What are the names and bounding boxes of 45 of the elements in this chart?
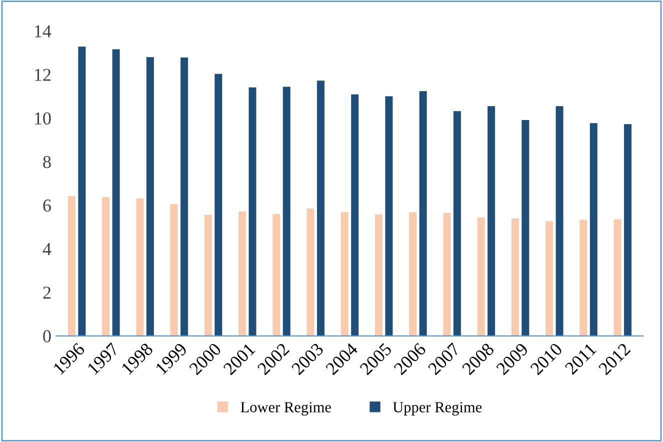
bar bbox=[170, 204, 178, 336]
bar bbox=[282, 86, 290, 336]
y-tick-label: 8 bbox=[43, 156, 51, 168]
bar bbox=[443, 213, 451, 336]
bar bbox=[385, 96, 393, 336]
bar bbox=[546, 221, 554, 336]
bar bbox=[409, 212, 417, 336]
bar bbox=[316, 80, 324, 336]
bar bbox=[306, 208, 314, 336]
bar bbox=[102, 197, 110, 336]
bar bbox=[614, 219, 622, 336]
bar bbox=[136, 198, 144, 336]
bar bbox=[146, 57, 154, 336]
bar bbox=[112, 49, 120, 336]
bar bbox=[204, 214, 212, 336]
y-tick-label: 12 bbox=[35, 68, 50, 81]
x-tick-label: 2011 bbox=[564, 342, 597, 375]
y-tick-label: 0 bbox=[43, 330, 51, 342]
bar bbox=[238, 212, 246, 336]
bar bbox=[511, 218, 519, 336]
bar bbox=[488, 106, 496, 336]
bar bbox=[272, 214, 280, 336]
bar bbox=[624, 124, 632, 336]
y-tick-label: 10 bbox=[35, 112, 51, 125]
y-tick-label: 14 bbox=[35, 25, 52, 38]
bar bbox=[68, 196, 76, 336]
bar bbox=[590, 123, 598, 336]
bar bbox=[214, 74, 222, 336]
bar bbox=[453, 111, 461, 336]
bar bbox=[419, 91, 427, 336]
y-tick-label: 2 bbox=[43, 286, 50, 299]
bar bbox=[248, 87, 256, 336]
y-tick-label: 4 bbox=[42, 243, 52, 256]
bar bbox=[477, 217, 485, 336]
legend-label: Lower Regime bbox=[240, 402, 331, 416]
bar bbox=[78, 46, 86, 336]
bar bbox=[556, 106, 564, 336]
bar bbox=[340, 212, 348, 336]
y-tick-label: 6 bbox=[43, 200, 51, 212]
legend-label: Upper Regime bbox=[392, 402, 482, 416]
bar bbox=[374, 214, 382, 336]
bar bbox=[580, 220, 588, 336]
bar bbox=[351, 94, 359, 336]
bar bbox=[522, 120, 530, 336]
bar bbox=[180, 58, 188, 336]
